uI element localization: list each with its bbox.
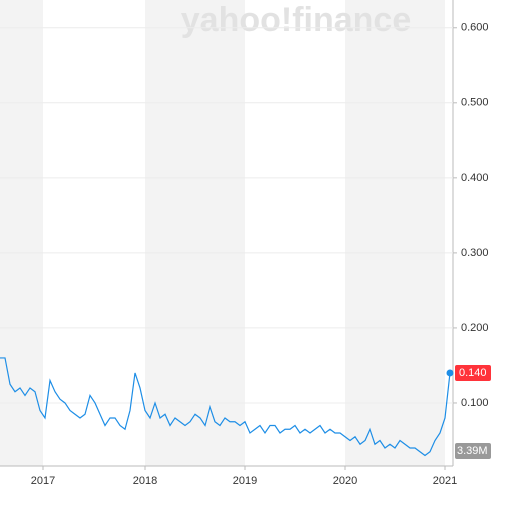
volume-label: 3.39M [457,445,488,457]
y-tick-label: 0.200 [461,322,489,334]
y-tick-label: 0.400 [461,172,489,184]
price-line [0,357,451,457]
x-tick-label: 2017 [31,475,55,487]
x-tick-label: 2018 [133,475,157,487]
year-band [0,0,43,466]
y-tick-label: 0.100 [461,397,489,409]
year-band [345,0,445,466]
x-tick-label: 2019 [233,475,257,487]
year-band [145,0,245,466]
last-point [446,369,454,377]
y-tick-label: 0.300 [461,247,489,259]
year-bands [0,0,445,466]
watermark: yahoo!finance [181,1,411,39]
x-tick-label: 2021 [433,475,457,487]
y-tick-label: 0.500 [461,97,489,109]
x-tick-label: 2020 [333,475,357,487]
last-price-label: 0.140 [459,367,487,379]
last-price-box [455,364,491,381]
y-tick-label: 0.600 [461,22,489,34]
volume-box [455,443,491,459]
